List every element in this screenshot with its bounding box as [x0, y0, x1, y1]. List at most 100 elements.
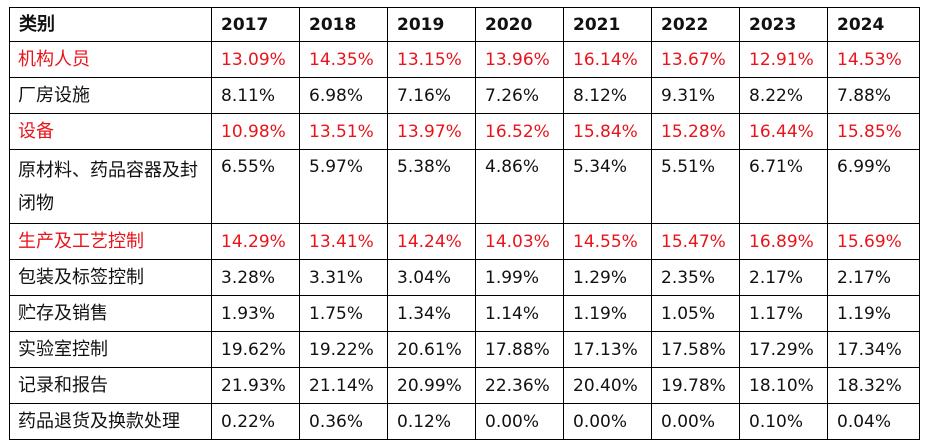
- row-category: 设备: [9, 113, 212, 150]
- cell-value: 15.28%: [651, 113, 740, 150]
- table-row: 厂房设施 8.11% 6.98% 7.16% 7.26% 8.12% 9.31% 8.22% 7…: [9, 77, 920, 114]
- cell-value: 2.17%: [827, 259, 920, 296]
- header-year: 2018: [299, 7, 388, 42]
- header-year: 2021: [563, 7, 652, 42]
- row-category: 实验室控制: [9, 331, 212, 368]
- table-row: 机构人员 13.09% 14.35% 13.15% 13.96% 16.14% 13.67%…: [9, 41, 920, 78]
- cell-value: 3.31%: [299, 259, 388, 296]
- cell-value: 13.41%: [299, 223, 388, 260]
- cell-value: 17.29%: [739, 331, 828, 368]
- cell-value: 14.55%: [563, 223, 652, 260]
- cell-value: 9.31%: [651, 77, 740, 114]
- cell-value: 13.15%: [387, 41, 476, 78]
- cell-value: 16.14%: [563, 41, 652, 78]
- cell-value: 19.62%: [211, 331, 300, 368]
- table-row: 生产及工艺控制 14.29% 13.41% 14.24% 14.03% 14.55% 15.…: [9, 223, 920, 260]
- cell-value: 18.10%: [739, 367, 828, 404]
- cell-value: 15.85%: [827, 113, 920, 150]
- table-row: 包装及标签控制 3.28% 3.31% 3.04% 1.99% 1.29% 2.35% 2.1…: [9, 259, 920, 296]
- cell-value: 0.36%: [299, 403, 388, 440]
- cell-value: 2.35%: [651, 259, 740, 296]
- cell-value: 19.78%: [651, 367, 740, 404]
- cell-value: 15.69%: [827, 223, 920, 260]
- cell-value: 13.51%: [299, 113, 388, 150]
- cell-value: 17.34%: [827, 331, 920, 368]
- cell-value: 0.10%: [739, 403, 828, 440]
- table-body: 机构人员 13.09% 14.35% 13.15% 13.96% 16.14% 13.67%…: [9, 41, 920, 440]
- cell-value: 13.67%: [651, 41, 740, 78]
- cell-value: 16.44%: [739, 113, 828, 150]
- cell-value: 8.22%: [739, 77, 828, 114]
- cell-value: 0.04%: [827, 403, 920, 440]
- cell-value: 8.11%: [211, 77, 300, 114]
- row-category: 生产及工艺控制: [9, 223, 212, 260]
- header-year: 2023: [739, 7, 828, 42]
- cell-value: 20.61%: [387, 331, 476, 368]
- header-category: 类别: [9, 7, 212, 42]
- cell-value: 14.35%: [299, 41, 388, 78]
- cell-value: 1.14%: [475, 295, 564, 332]
- cell-value: 1.99%: [475, 259, 564, 296]
- cell-value: 10.98%: [211, 113, 300, 150]
- cell-value: 6.71%: [739, 149, 828, 224]
- cell-value: 5.38%: [387, 149, 476, 224]
- row-category: 包装及标签控制: [9, 259, 212, 296]
- data-table: 类别 2017 2018 2019 2020 2021 2022 2023 20…: [9, 7, 920, 440]
- cell-value: 16.52%: [475, 113, 564, 150]
- cell-value: 1.29%: [563, 259, 652, 296]
- cell-value: 13.96%: [475, 41, 564, 78]
- cell-value: 22.36%: [475, 367, 564, 404]
- cell-value: 0.00%: [475, 403, 564, 440]
- table-row: 记录和报告 21.93% 21.14% 20.99% 22.36% 20.40% 19.78…: [9, 367, 920, 404]
- cell-value: 7.88%: [827, 77, 920, 114]
- cell-value: 1.93%: [211, 295, 300, 332]
- row-category: 贮存及销售: [9, 295, 212, 332]
- cell-value: 17.13%: [563, 331, 652, 368]
- table-row: 设备 10.98% 13.51% 13.97% 16.52% 15.84% 15.28% 16…: [9, 113, 920, 150]
- cell-value: 19.22%: [299, 331, 388, 368]
- cell-value: 3.28%: [211, 259, 300, 296]
- cell-value: 4.86%: [475, 149, 564, 224]
- cell-value: 13.09%: [211, 41, 300, 78]
- table-row: 实验室控制 19.62% 19.22% 20.61% 17.88% 17.13% 17.58…: [9, 331, 920, 368]
- cell-value: 17.58%: [651, 331, 740, 368]
- cell-value: 3.04%: [387, 259, 476, 296]
- header-year: 2020: [475, 7, 564, 42]
- cell-value: 12.91%: [739, 41, 828, 78]
- header-year: 2024: [827, 7, 920, 42]
- header-row: 类别 2017 2018 2019 2020 2021 2022 2023 20…: [9, 7, 920, 42]
- cell-value: 14.03%: [475, 223, 564, 260]
- cell-value: 16.89%: [739, 223, 828, 260]
- cell-value: 0.00%: [563, 403, 652, 440]
- cell-value: 21.14%: [299, 367, 388, 404]
- cell-value: 6.99%: [827, 149, 920, 224]
- cell-value: 6.98%: [299, 77, 388, 114]
- cell-value: 15.47%: [651, 223, 740, 260]
- row-category: 记录和报告: [9, 367, 212, 404]
- cell-value: 1.34%: [387, 295, 476, 332]
- cell-value: 1.19%: [827, 295, 920, 332]
- cell-value: 5.34%: [563, 149, 652, 224]
- cell-value: 20.99%: [387, 367, 476, 404]
- cell-value: 2.17%: [739, 259, 828, 296]
- cell-value: 17.88%: [475, 331, 564, 368]
- row-category: 药品退货及换款处理: [9, 403, 212, 440]
- cell-value: 7.26%: [475, 77, 564, 114]
- table-row: 贮存及销售 1.93% 1.75% 1.34% 1.14% 1.19% 1.05% 1.17%…: [9, 295, 920, 332]
- cell-value: 1.17%: [739, 295, 828, 332]
- cell-value: 5.51%: [651, 149, 740, 224]
- cell-value: 0.22%: [211, 403, 300, 440]
- cell-value: 7.16%: [387, 77, 476, 114]
- cell-value: 14.29%: [211, 223, 300, 260]
- cell-value: 1.05%: [651, 295, 740, 332]
- cell-value: 5.97%: [299, 149, 388, 224]
- cell-value: 14.53%: [827, 41, 920, 78]
- cell-value: 0.00%: [651, 403, 740, 440]
- header-year: 2017: [211, 7, 300, 42]
- header-year: 2022: [651, 7, 740, 42]
- row-category: 机构人员: [9, 41, 212, 78]
- header-year: 2019: [387, 7, 476, 42]
- cell-value: 1.19%: [563, 295, 652, 332]
- cell-value: 8.12%: [563, 77, 652, 114]
- cell-value: 1.75%: [299, 295, 388, 332]
